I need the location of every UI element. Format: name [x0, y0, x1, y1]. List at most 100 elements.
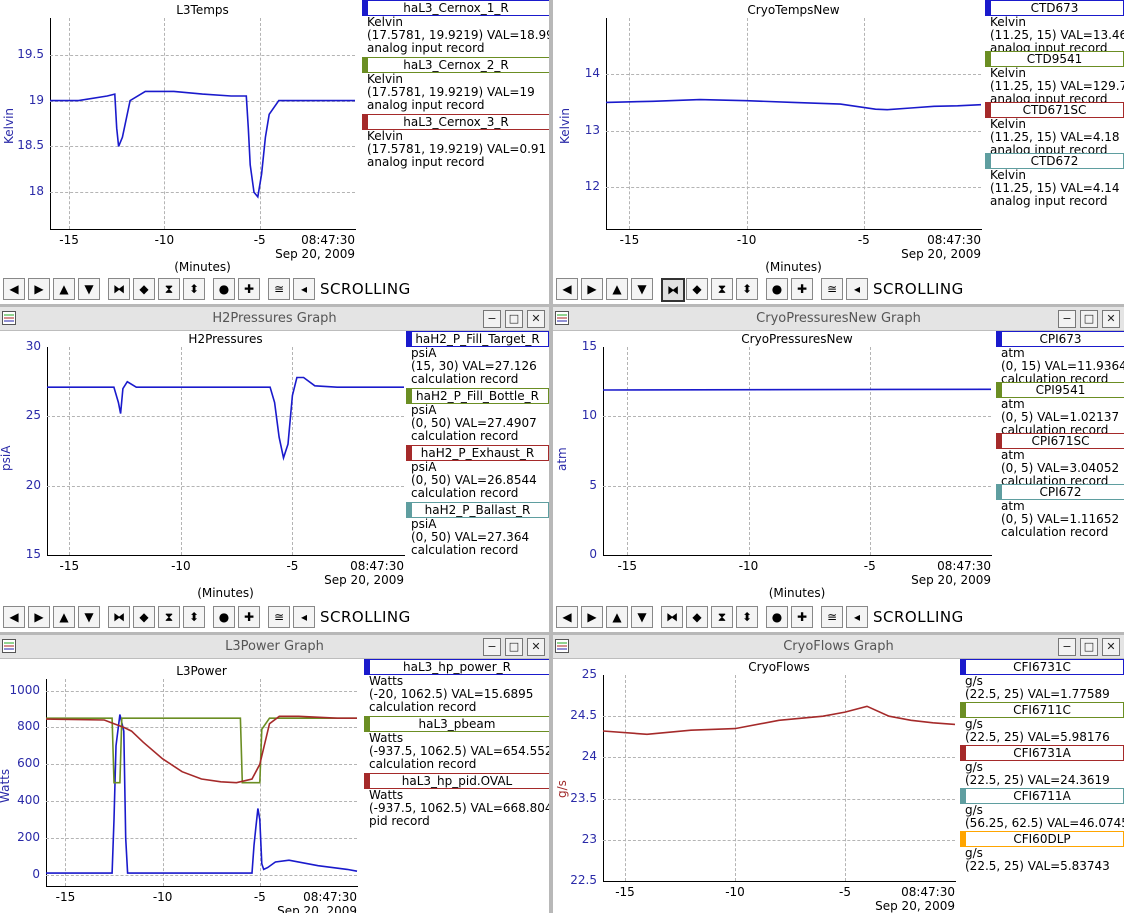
- close-icon[interactable]: ✕: [527, 310, 545, 328]
- legend-entry-CPI9541[interactable]: CPI9541: [996, 382, 1124, 398]
- record-icon[interactable]: ●: [213, 606, 235, 628]
- scroll-left-icon[interactable]: ◀: [556, 278, 578, 300]
- reset-icon[interactable]: ◂: [293, 278, 315, 300]
- scroll-left-icon[interactable]: ◀: [3, 278, 25, 300]
- legend-entry-haL3_Cernox_1_R[interactable]: haL3_Cernox_1_R: [362, 0, 549, 16]
- window-titlebar[interactable]: H2Pressures Graph − □ ✕: [0, 307, 549, 331]
- zoom-in-y-icon[interactable]: ⧗: [711, 278, 733, 300]
- scroll-mode-icon[interactable]: ≅: [268, 278, 290, 300]
- x-tick-label: -10: [171, 559, 191, 573]
- window-titlebar[interactable]: L3Power Graph − □ ✕: [0, 635, 549, 659]
- legend-entry-CTD9541[interactable]: CTD9541: [985, 51, 1124, 67]
- add-icon[interactable]: ✚: [238, 278, 260, 300]
- scroll-mode-icon[interactable]: ≅: [268, 606, 290, 628]
- maximize-icon[interactable]: □: [505, 310, 523, 328]
- legend-entry-haH2_P_Fill_Bottle_R[interactable]: haH2_P_Fill_Bottle_R: [406, 388, 549, 404]
- legend-entry-haL3_hp_pid.OVAL[interactable]: haL3_hp_pid.OVAL: [364, 773, 549, 789]
- zoom-out-y-icon[interactable]: ⬍: [736, 278, 758, 300]
- zoom-in-x-icon[interactable]: ⧓: [661, 606, 683, 628]
- maximize-icon[interactable]: □: [1080, 310, 1098, 328]
- record-icon[interactable]: ●: [213, 278, 235, 300]
- zoom-out-y-icon[interactable]: ⬍: [183, 606, 205, 628]
- minimize-icon[interactable]: −: [483, 310, 501, 328]
- plot-area[interactable]: [50, 18, 356, 230]
- reset-icon[interactable]: ◂: [846, 606, 868, 628]
- scroll-up-icon[interactable]: ▲: [606, 606, 628, 628]
- scroll-right-icon[interactable]: ▶: [581, 606, 603, 628]
- legend-entry-haH2_P_Ballast_R[interactable]: haH2_P_Ballast_R: [406, 502, 549, 518]
- legend-entry-haH2_P_Exhaust_R[interactable]: haH2_P_Exhaust_R: [406, 445, 549, 461]
- zoom-out-x-icon[interactable]: ◆: [686, 278, 708, 300]
- zoom-out-x-icon[interactable]: ◆: [686, 606, 708, 628]
- minimize-icon[interactable]: −: [1058, 638, 1076, 656]
- reset-icon[interactable]: ◂: [293, 606, 315, 628]
- legend-detail-line: calculation record: [411, 543, 519, 557]
- legend-entry-CTD671SC[interactable]: CTD671SC: [985, 102, 1124, 118]
- scroll-right-icon[interactable]: ▶: [581, 278, 603, 300]
- window-titlebar[interactable]: CryoPressuresNew Graph − □ ✕: [553, 307, 1124, 331]
- legend-entry-CPI672[interactable]: CPI672: [996, 484, 1124, 500]
- legend-entry-CPI671SC[interactable]: CPI671SC: [996, 433, 1124, 449]
- legend-entry-CTD673[interactable]: CTD673: [985, 0, 1124, 16]
- minimize-icon[interactable]: −: [1058, 310, 1076, 328]
- zoom-out-x-icon[interactable]: ◆: [133, 606, 155, 628]
- scroll-right-icon[interactable]: ▶: [28, 278, 50, 300]
- legend-entry-CTD672[interactable]: CTD672: [985, 153, 1124, 169]
- legend-entry-haH2_P_Fill_Target_R[interactable]: haH2_P_Fill_Target_R: [406, 331, 549, 347]
- plot-area[interactable]: [603, 675, 956, 882]
- legend-entry-CFI6711A[interactable]: CFI6711A: [960, 788, 1124, 804]
- record-icon[interactable]: ●: [766, 606, 788, 628]
- add-icon[interactable]: ✚: [238, 606, 260, 628]
- scroll-mode-icon[interactable]: ≅: [821, 606, 843, 628]
- zoom-out-y-icon[interactable]: ⬍: [736, 606, 758, 628]
- legend-entry-CFI6731A[interactable]: CFI6731A: [960, 745, 1124, 761]
- scroll-up-icon[interactable]: ▲: [53, 278, 75, 300]
- scroll-down-icon[interactable]: ▼: [78, 278, 100, 300]
- legend-entry-CFI60DLP[interactable]: CFI60DLP: [960, 831, 1124, 847]
- close-icon[interactable]: ✕: [1102, 310, 1120, 328]
- y-tick-label: 19: [28, 92, 44, 107]
- vertical-splitter[interactable]: [549, 0, 553, 913]
- plot-area[interactable]: [606, 18, 982, 230]
- zoom-out-x-icon[interactable]: ◆: [133, 278, 155, 300]
- legend-entry-CFI6731C[interactable]: CFI6731C: [960, 659, 1124, 675]
- scroll-mode-icon[interactable]: ≅: [821, 278, 843, 300]
- zoom-in-y-icon[interactable]: ⧗: [158, 606, 180, 628]
- scroll-down-icon[interactable]: ▼: [78, 606, 100, 628]
- zoom-in-x-icon[interactable]: ⧓: [108, 278, 130, 300]
- scroll-right-icon[interactable]: ▶: [28, 606, 50, 628]
- scroll-down-icon[interactable]: ▼: [631, 606, 653, 628]
- record-icon[interactable]: ●: [766, 278, 788, 300]
- legend-entry-CFI6711C[interactable]: CFI6711C: [960, 702, 1124, 718]
- scroll-up-icon[interactable]: ▲: [53, 606, 75, 628]
- legend-entry-haL3_hp_power_R[interactable]: haL3_hp_power_R: [364, 659, 549, 675]
- legend-entry-CPI673[interactable]: CPI673: [996, 331, 1124, 347]
- plot-title: H2Pressures: [188, 332, 263, 346]
- plot-area[interactable]: [47, 347, 405, 556]
- legend-entry-haL3_Cernox_3_R[interactable]: haL3_Cernox_3_R: [362, 114, 549, 130]
- legend-entry-haL3_Cernox_2_R[interactable]: haL3_Cernox_2_R: [362, 57, 549, 73]
- minimize-icon[interactable]: −: [483, 638, 501, 656]
- zoom-in-x-icon[interactable]: ⧓: [661, 278, 685, 302]
- legend-entry-haL3_pbeam[interactable]: haL3_pbeam: [364, 716, 549, 732]
- zoom-in-x-icon[interactable]: ⧓: [108, 606, 130, 628]
- scroll-left-icon[interactable]: ◀: [556, 606, 578, 628]
- close-icon[interactable]: ✕: [527, 638, 545, 656]
- add-icon[interactable]: ✚: [791, 606, 813, 628]
- h-grid-line: [603, 798, 955, 800]
- reset-icon[interactable]: ◂: [846, 278, 868, 300]
- close-icon[interactable]: ✕: [1102, 638, 1120, 656]
- zoom-out-y-icon[interactable]: ⬍: [183, 278, 205, 300]
- scroll-down-icon[interactable]: ▼: [631, 278, 653, 300]
- add-icon[interactable]: ✚: [791, 278, 813, 300]
- scroll-up-icon[interactable]: ▲: [606, 278, 628, 300]
- zoom-in-y-icon[interactable]: ⧗: [158, 278, 180, 300]
- scroll-left-icon[interactable]: ◀: [3, 606, 25, 628]
- maximize-icon[interactable]: □: [1080, 638, 1098, 656]
- maximize-icon[interactable]: □: [505, 638, 523, 656]
- zoom-in-y-icon[interactable]: ⧗: [711, 606, 733, 628]
- window-titlebar[interactable]: CryoFlows Graph − □ ✕: [553, 635, 1124, 659]
- plot-area[interactable]: [603, 347, 992, 556]
- plot-area[interactable]: [46, 679, 358, 887]
- y-tick-label: 25: [25, 408, 41, 423]
